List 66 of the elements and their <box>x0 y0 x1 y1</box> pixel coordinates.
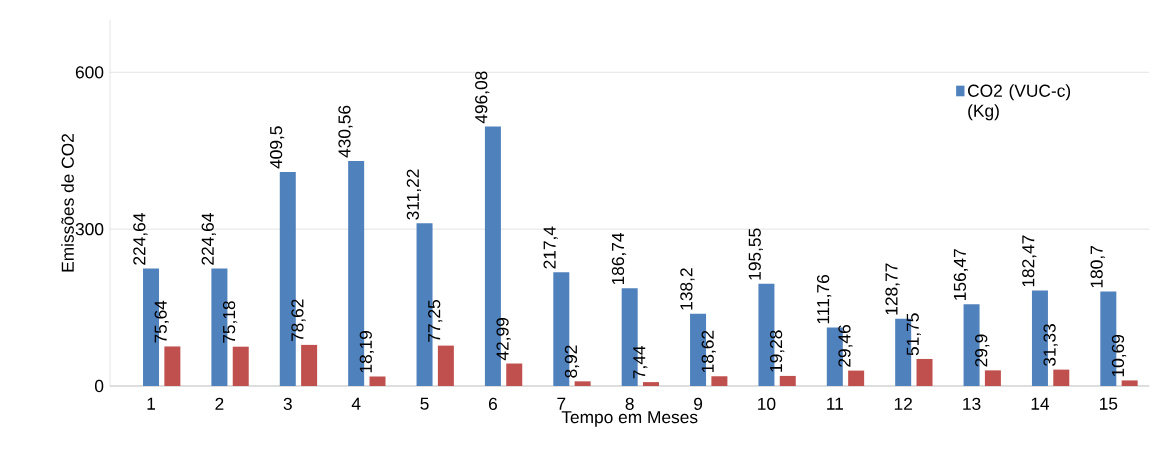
data-label: 156,47 <box>953 249 969 300</box>
data-label: 19,28 <box>769 330 785 372</box>
data-label: 409,5 <box>269 126 285 169</box>
bar <box>1121 380 1138 386</box>
x-tick-label: 6 <box>488 397 497 410</box>
bar <box>506 363 523 386</box>
data-label: 78,62 <box>291 299 306 342</box>
data-label: 75,64 <box>154 300 169 343</box>
data-label: 42,99 <box>496 318 511 361</box>
data-label: 224,64 <box>201 213 216 265</box>
bar <box>984 370 1001 386</box>
bar <box>711 376 728 386</box>
data-label: 29,9 <box>975 334 990 367</box>
x-tick-label: 7 <box>557 397 566 410</box>
data-label: 29,46 <box>838 325 853 367</box>
x-tick-label: 10 <box>758 397 776 410</box>
y-axis-title: Emissões de CO2 <box>61 134 74 272</box>
data-label: 111,76 <box>816 274 832 324</box>
data-label: 496,08 <box>475 71 490 124</box>
data-label: 8,92 <box>564 345 580 378</box>
data-label: 138,2 <box>680 268 695 310</box>
x-axis-title: Tempo em Meses <box>561 411 698 427</box>
x-tick-label: 12 <box>894 397 912 410</box>
bar <box>232 346 249 386</box>
data-label: 224,64 <box>133 213 148 265</box>
x-tick-label: 4 <box>351 397 361 410</box>
x-tick-label: 9 <box>694 397 703 410</box>
x-tick-label: 13 <box>963 397 981 410</box>
data-label: 182,47 <box>1022 235 1037 287</box>
x-tick-label: 1 <box>147 397 156 410</box>
data-label: 128,77 <box>885 263 900 315</box>
data-label: 31,33 <box>1043 324 1058 367</box>
data-label: 186,74 <box>611 232 627 285</box>
data-label: 75,18 <box>222 301 238 343</box>
y-tick-label: 600 <box>75 66 104 79</box>
data-label: 18,62 <box>701 330 716 373</box>
x-tick-label: 2 <box>215 397 224 410</box>
bar <box>301 344 318 386</box>
x-tick-label: 15 <box>1100 397 1118 410</box>
data-label: 180,7 <box>1090 246 1105 288</box>
bar <box>779 375 796 386</box>
data-label: 10,69 <box>1111 334 1127 377</box>
bar <box>369 376 386 386</box>
data-label: 195,55 <box>748 228 763 280</box>
x-tick-label: 11 <box>827 397 843 410</box>
legend-label: CO2 (VUC-c) (Kg) <box>968 84 1071 121</box>
data-label: 7,44 <box>633 345 648 379</box>
bar <box>164 346 181 386</box>
x-tick-label: 3 <box>283 397 292 410</box>
data-label: 51,75 <box>906 313 921 356</box>
x-tick-label: 8 <box>625 397 634 410</box>
data-label: 217,4 <box>543 226 558 269</box>
y-tick-label: 300 <box>75 223 104 236</box>
bar <box>848 370 865 386</box>
y-tick-label: 0 <box>94 379 104 393</box>
bar <box>574 381 591 386</box>
data-label: 430,56 <box>338 105 353 158</box>
bar <box>437 345 454 386</box>
x-tick-label: 5 <box>420 397 429 410</box>
bar <box>916 358 933 386</box>
data-label: 18,19 <box>359 331 374 373</box>
bar <box>1053 369 1070 386</box>
x-tick-label: 14 <box>1031 397 1050 410</box>
bar <box>643 382 660 386</box>
data-label: 311,22 <box>406 169 422 220</box>
data-label: 77,25 <box>428 300 443 342</box>
